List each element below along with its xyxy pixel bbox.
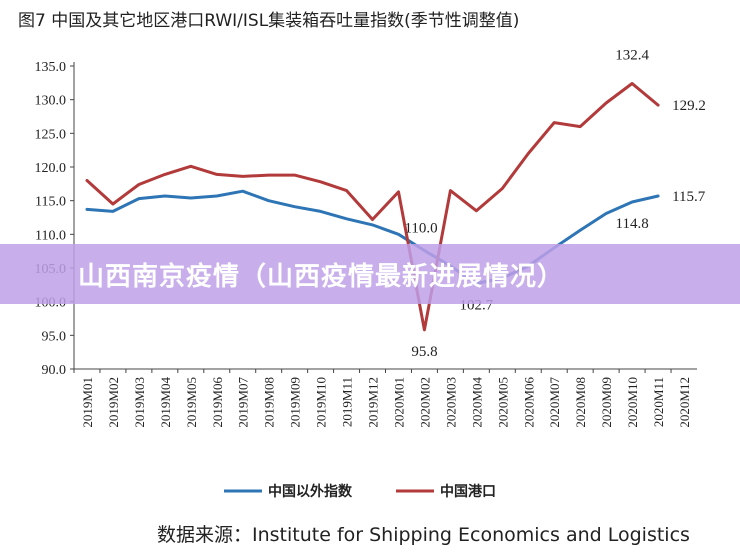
x-tick-label: 2020M06 <box>521 377 536 428</box>
y-tick-label: 110.0 <box>35 228 66 243</box>
chart-series <box>85 82 660 332</box>
y-tick-label: 115.0 <box>35 195 66 210</box>
x-tick-label: 2019M03 <box>132 377 147 428</box>
x-tick-label: 2019M01 <box>80 377 95 428</box>
x-tick-label: 2020M07 <box>547 377 562 428</box>
overlay-banner: 山西南京疫情（山西疫情最新进展情况） <box>0 244 740 304</box>
x-tick-label: 2019M10 <box>314 377 329 428</box>
y-tick-label: 120.0 <box>35 161 67 176</box>
x-tick-label: 2019M04 <box>158 377 173 428</box>
y-tick-label: 130.0 <box>35 94 67 109</box>
x-tick-label: 2019M06 <box>210 377 225 428</box>
data-label: 114.8 <box>616 216 649 232</box>
chart-title: 图7 中国及其它地区港口RWI/ISL集装箱吞吐量指数(季节性调整值) <box>18 11 520 31</box>
x-tick-label: 2020M12 <box>677 377 692 428</box>
data-label: 110.0 <box>404 220 437 236</box>
legend-label-1: 中国以外指数 <box>268 483 353 500</box>
x-tick-label: 2020M08 <box>573 377 588 428</box>
data-label: 115.7 <box>672 189 706 205</box>
x-tick-label: 2019M09 <box>288 377 303 428</box>
x-tick-label: 2020M03 <box>443 377 458 428</box>
x-tick-label: 2019M02 <box>106 377 121 428</box>
series-line-2 <box>85 82 660 332</box>
x-tick-label: 2020M11 <box>651 377 666 427</box>
x-tick-label: 2020M05 <box>495 377 510 428</box>
x-tick-label: 2019M12 <box>366 377 381 428</box>
data-source: 数据来源：Institute for Shipping Economics an… <box>157 524 690 546</box>
x-tick-label: 2020M02 <box>417 377 432 428</box>
x-tick-label: 2020M01 <box>391 377 406 428</box>
x-tick-label: 2019M08 <box>262 377 277 428</box>
y-axis-ticks: 135.0130.0125.0120.0115.0110.0105.0100.0… <box>35 60 74 378</box>
x-tick-label: 2020M04 <box>469 377 484 428</box>
y-tick-label: 135.0 <box>35 60 67 75</box>
series-line-1 <box>85 189 660 285</box>
x-tick-label: 2020M10 <box>625 377 640 428</box>
y-tick-label: 90.0 <box>42 363 67 378</box>
x-axis-ticks: 2019M01 2019M02 2019M03 2019M04 2019M05 2019M… <box>73 369 692 428</box>
x-tick-label: 2020M09 <box>599 377 614 428</box>
data-label: 132.4 <box>615 48 649 64</box>
x-tick-label: 2019M11 <box>340 377 355 427</box>
data-label: 129.2 <box>672 98 706 114</box>
x-tick-label: 2019M07 <box>236 377 251 428</box>
y-tick-label: 125.0 <box>35 127 67 142</box>
y-tick-label: 95.0 <box>42 329 67 344</box>
banner-text: 山西南京疫情（山西疫情最新进展情况） <box>78 261 565 292</box>
chart-legend: 中国以外指数 中国港口 <box>224 483 496 500</box>
legend-label-2: 中国港口 <box>440 483 496 500</box>
x-tick-label: 2019M05 <box>184 377 199 428</box>
data-label: 95.8 <box>411 344 437 360</box>
